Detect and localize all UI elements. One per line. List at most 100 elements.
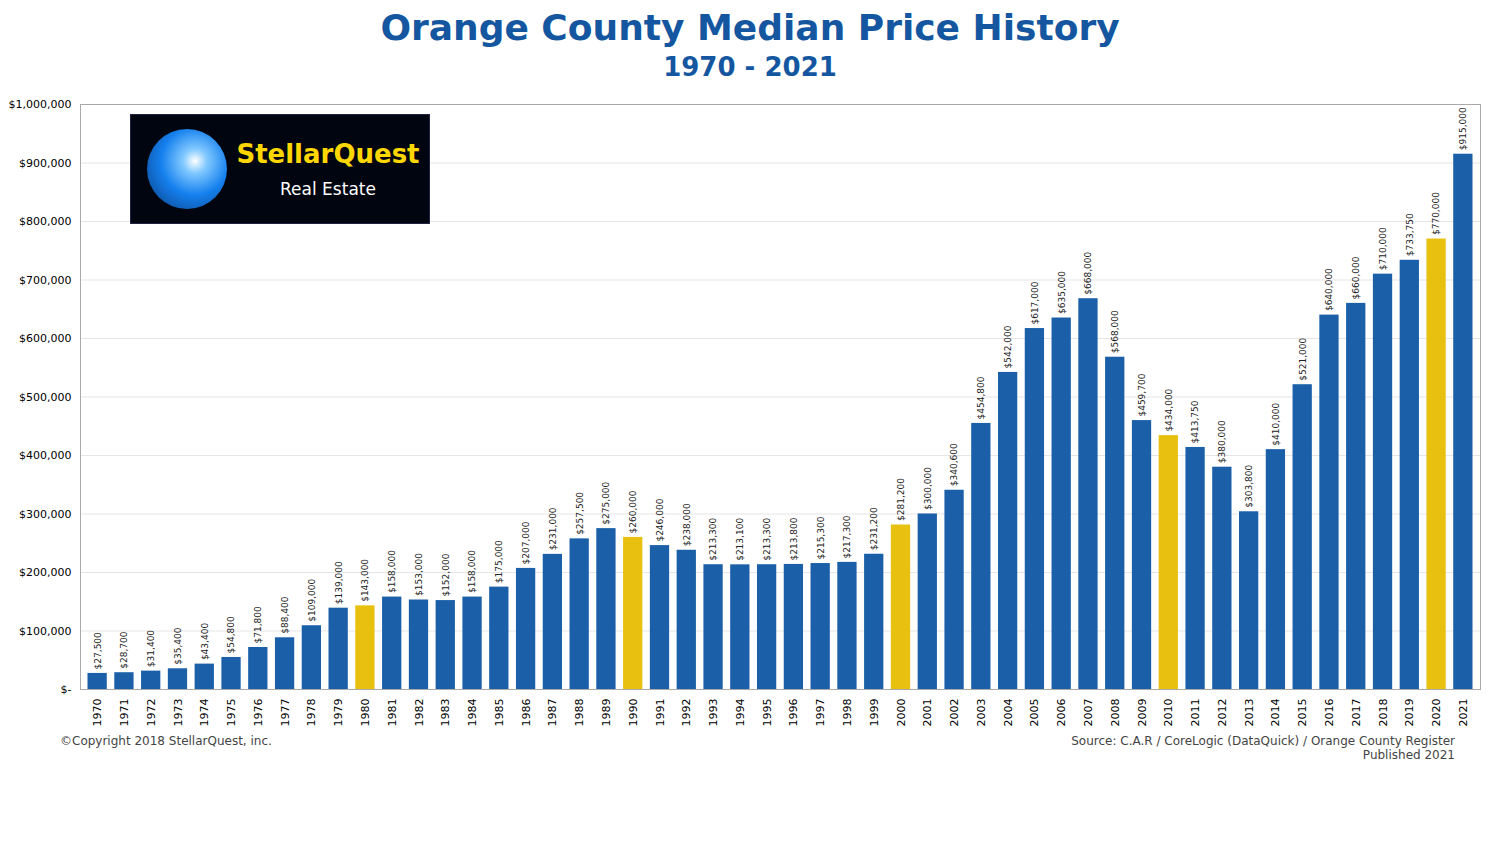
svg-text:$500,000: $500,000	[19, 391, 72, 404]
svg-text:$213,300: $213,300	[708, 518, 718, 561]
svg-text:$153,000: $153,000	[414, 553, 424, 596]
svg-text:1986: 1986	[520, 699, 533, 727]
svg-text:2012: 2012	[1216, 699, 1229, 727]
svg-text:1979: 1979	[332, 699, 345, 727]
svg-text:$303,800: $303,800	[1244, 465, 1254, 508]
svg-text:$207,000: $207,000	[521, 521, 531, 564]
svg-text:$400,000: $400,000	[19, 449, 72, 462]
svg-text:2000: 2000	[895, 699, 908, 727]
svg-text:$28,700: $28,700	[119, 631, 129, 668]
svg-text:2018: 2018	[1377, 699, 1390, 727]
svg-text:2006: 2006	[1055, 699, 1068, 727]
svg-text:1985: 1985	[493, 699, 506, 727]
svg-text:$413,750: $413,750	[1190, 400, 1200, 443]
svg-text:$568,000: $568,000	[1110, 310, 1120, 353]
svg-text:$733,750: $733,750	[1405, 213, 1415, 256]
svg-text:1975: 1975	[225, 699, 238, 727]
svg-text:$710,000: $710,000	[1378, 227, 1388, 270]
svg-text:$257,500: $257,500	[575, 492, 585, 535]
svg-text:1991: 1991	[654, 699, 667, 727]
svg-text:$700,000: $700,000	[19, 274, 72, 287]
svg-text:1999: 1999	[868, 699, 881, 727]
svg-text:2001: 2001	[921, 699, 934, 727]
svg-text:$213,300: $213,300	[762, 518, 772, 561]
svg-text:1993: 1993	[707, 699, 720, 727]
svg-text:$380,000: $380,000	[1217, 420, 1227, 463]
svg-text:$100,000: $100,000	[19, 625, 72, 638]
svg-text:$900,000: $900,000	[19, 157, 72, 170]
svg-text:1995: 1995	[761, 699, 774, 727]
svg-text:1973: 1973	[171, 699, 184, 727]
svg-text:$260,000: $260,000	[628, 490, 638, 533]
svg-text:1994: 1994	[734, 699, 747, 727]
svg-text:1983: 1983	[439, 699, 452, 727]
svg-text:$213,100: $213,100	[735, 518, 745, 561]
svg-text:$231,000: $231,000	[548, 507, 558, 550]
svg-text:$152,000: $152,000	[441, 553, 451, 596]
svg-text:$43,400: $43,400	[200, 623, 210, 660]
svg-text:$88,400: $88,400	[280, 596, 290, 633]
svg-text:2002: 2002	[948, 699, 961, 727]
svg-text:$175,000: $175,000	[494, 540, 504, 583]
svg-text:$542,000: $542,000	[1003, 325, 1013, 368]
svg-text:2021: 2021	[1457, 699, 1470, 727]
svg-text:2011: 2011	[1189, 699, 1202, 727]
svg-text:$668,000: $668,000	[1083, 252, 1093, 295]
svg-text:2015: 2015	[1296, 699, 1309, 727]
svg-text:$459,700: $459,700	[1137, 373, 1147, 416]
svg-text:$238,000: $238,000	[682, 503, 692, 546]
svg-text:1981: 1981	[386, 699, 399, 727]
svg-text:$31,400: $31,400	[146, 630, 156, 667]
svg-text:$139,000: $139,000	[334, 561, 344, 604]
svg-text:$660,000: $660,000	[1351, 256, 1361, 299]
svg-text:2017: 2017	[1350, 699, 1363, 727]
svg-text:2005: 2005	[1028, 699, 1041, 727]
svg-text:$300,000: $300,000	[923, 467, 933, 510]
svg-text:$300,000: $300,000	[19, 508, 72, 521]
svg-text:$158,000: $158,000	[387, 550, 397, 593]
svg-text:$640,000: $640,000	[1324, 268, 1334, 311]
svg-text:1974: 1974	[198, 699, 211, 727]
svg-text:1987: 1987	[546, 699, 559, 727]
svg-text:2013: 2013	[1243, 699, 1256, 727]
svg-text:$27,500: $27,500	[93, 632, 103, 669]
svg-text:$635,000: $635,000	[1057, 271, 1067, 314]
svg-text:1982: 1982	[413, 699, 426, 727]
svg-text:$770,000: $770,000	[1431, 192, 1441, 235]
svg-text:$915,000: $915,000	[1458, 107, 1468, 150]
svg-text:$617,000: $617,000	[1030, 281, 1040, 324]
svg-text:2019: 2019	[1403, 699, 1416, 727]
svg-text:$200,000: $200,000	[19, 566, 72, 579]
svg-text:$281,200: $281,200	[896, 478, 906, 521]
svg-text:$158,000: $158,000	[467, 550, 477, 593]
svg-text:$109,000: $109,000	[307, 579, 317, 622]
svg-text:1971: 1971	[118, 699, 131, 727]
svg-text:$800,000: $800,000	[19, 215, 72, 228]
svg-text:$215,300: $215,300	[816, 516, 826, 559]
svg-text:1988: 1988	[573, 699, 586, 727]
svg-text:$-: $-	[61, 683, 72, 696]
svg-text:$275,000: $275,000	[601, 481, 611, 524]
svg-text:2009: 2009	[1136, 699, 1149, 727]
svg-text:1977: 1977	[279, 699, 292, 727]
svg-text:1970: 1970	[91, 699, 104, 727]
svg-text:2004: 2004	[1002, 699, 1015, 727]
svg-text:$600,000: $600,000	[19, 332, 72, 345]
svg-text:1998: 1998	[841, 699, 854, 727]
svg-text:1989: 1989	[600, 699, 613, 727]
svg-text:$1,000,000: $1,000,000	[9, 98, 72, 111]
svg-text:1996: 1996	[787, 699, 800, 727]
svg-text:2014: 2014	[1269, 699, 1282, 727]
svg-text:$231,200: $231,200	[869, 507, 879, 550]
svg-text:$35,400: $35,400	[173, 627, 183, 664]
svg-text:2008: 2008	[1109, 699, 1122, 727]
svg-text:$71,800: $71,800	[253, 606, 263, 643]
svg-text:$410,000: $410,000	[1271, 402, 1281, 445]
svg-text:$143,000: $143,000	[360, 559, 370, 602]
svg-text:1992: 1992	[680, 699, 693, 727]
svg-text:1976: 1976	[252, 699, 265, 727]
svg-text:1984: 1984	[466, 699, 479, 727]
svg-text:2010: 2010	[1162, 699, 1175, 727]
svg-text:2003: 2003	[975, 699, 988, 727]
svg-text:$521,000: $521,000	[1298, 337, 1308, 380]
